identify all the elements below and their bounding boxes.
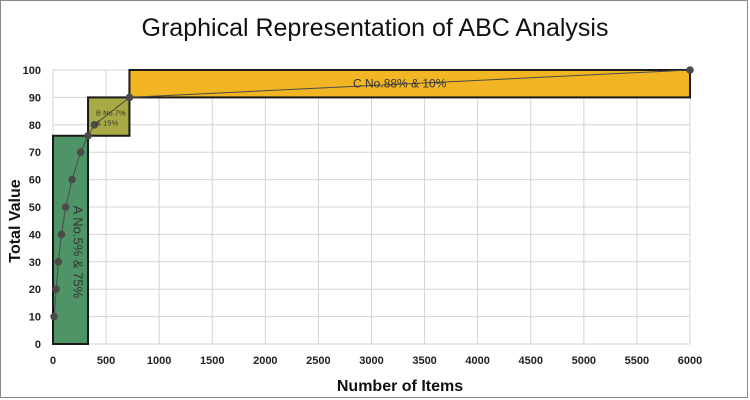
series-line	[53, 69, 691, 317]
x-axis-label: Number of Items	[337, 378, 463, 395]
region-a	[52, 134, 90, 345]
y-tick-label: 10	[29, 312, 41, 324]
y-axis-label: Total Value	[7, 179, 24, 262]
region-labels: A No.5% & 75% B No.7%& 15% C No.88% & 10%	[71, 77, 447, 299]
series-points	[50, 66, 694, 321]
x-tick-label: 3000	[359, 355, 383, 367]
data-point	[68, 175, 76, 184]
y-tick-label: 90	[29, 92, 41, 104]
x-tick-label: 4500	[519, 355, 543, 367]
y-tick-label: 0	[35, 339, 41, 351]
x-tick-label: 5000	[572, 355, 596, 367]
y-tick-label: 20	[29, 284, 41, 296]
x-axis-ticks: 0 500 1000 1500 2000 2500 3000 3500 4000 4500 5000…	[50, 355, 702, 367]
y-tick-label: 30	[29, 257, 41, 269]
y-tick-label: 100	[23, 65, 41, 77]
chart-title: Graphical Representation of ABC Analysis	[141, 14, 609, 42]
series-lines	[53, 69, 691, 317]
data-point	[54, 258, 63, 266]
x-tick-label: 0	[50, 355, 56, 367]
data-point	[125, 93, 134, 102]
y-tick-label: 50	[29, 202, 41, 214]
data-point	[76, 148, 85, 156]
data-point	[90, 121, 99, 129]
region-c-label: C No.88% & 10%	[353, 77, 447, 91]
x-tick-label: 3500	[412, 355, 436, 367]
region-b-label: B No.7%	[96, 108, 126, 117]
region-b	[87, 96, 131, 137]
region-b-label: & 15%	[96, 118, 118, 127]
data-point	[61, 203, 70, 211]
data-point	[57, 230, 66, 239]
data-point	[52, 285, 60, 294]
y-tick-label: 40	[29, 229, 41, 241]
y-tick-label: 60	[29, 175, 41, 187]
x-tick-label: 2500	[306, 355, 330, 367]
x-tick-label: 500	[97, 355, 115, 367]
x-tick-label: 1000	[147, 355, 171, 367]
x-tick-label: 4000	[465, 355, 489, 367]
data-point	[84, 131, 92, 140]
data-point	[686, 66, 694, 74]
y-axis-ticks: 0 10 20 30 40 50 60 70 80 90 100	[23, 65, 41, 351]
y-tick-label: 70	[29, 147, 41, 159]
data-point	[50, 312, 58, 321]
x-tick-label: 5500	[625, 355, 649, 367]
y-tick-label: 80	[29, 120, 41, 132]
x-tick-label: 6000	[678, 355, 702, 367]
x-tick-label: 1500	[200, 355, 224, 367]
x-tick-label: 2000	[253, 355, 277, 367]
region-a-label: A No.5% & 75%	[71, 206, 86, 299]
grid	[52, 69, 691, 345]
